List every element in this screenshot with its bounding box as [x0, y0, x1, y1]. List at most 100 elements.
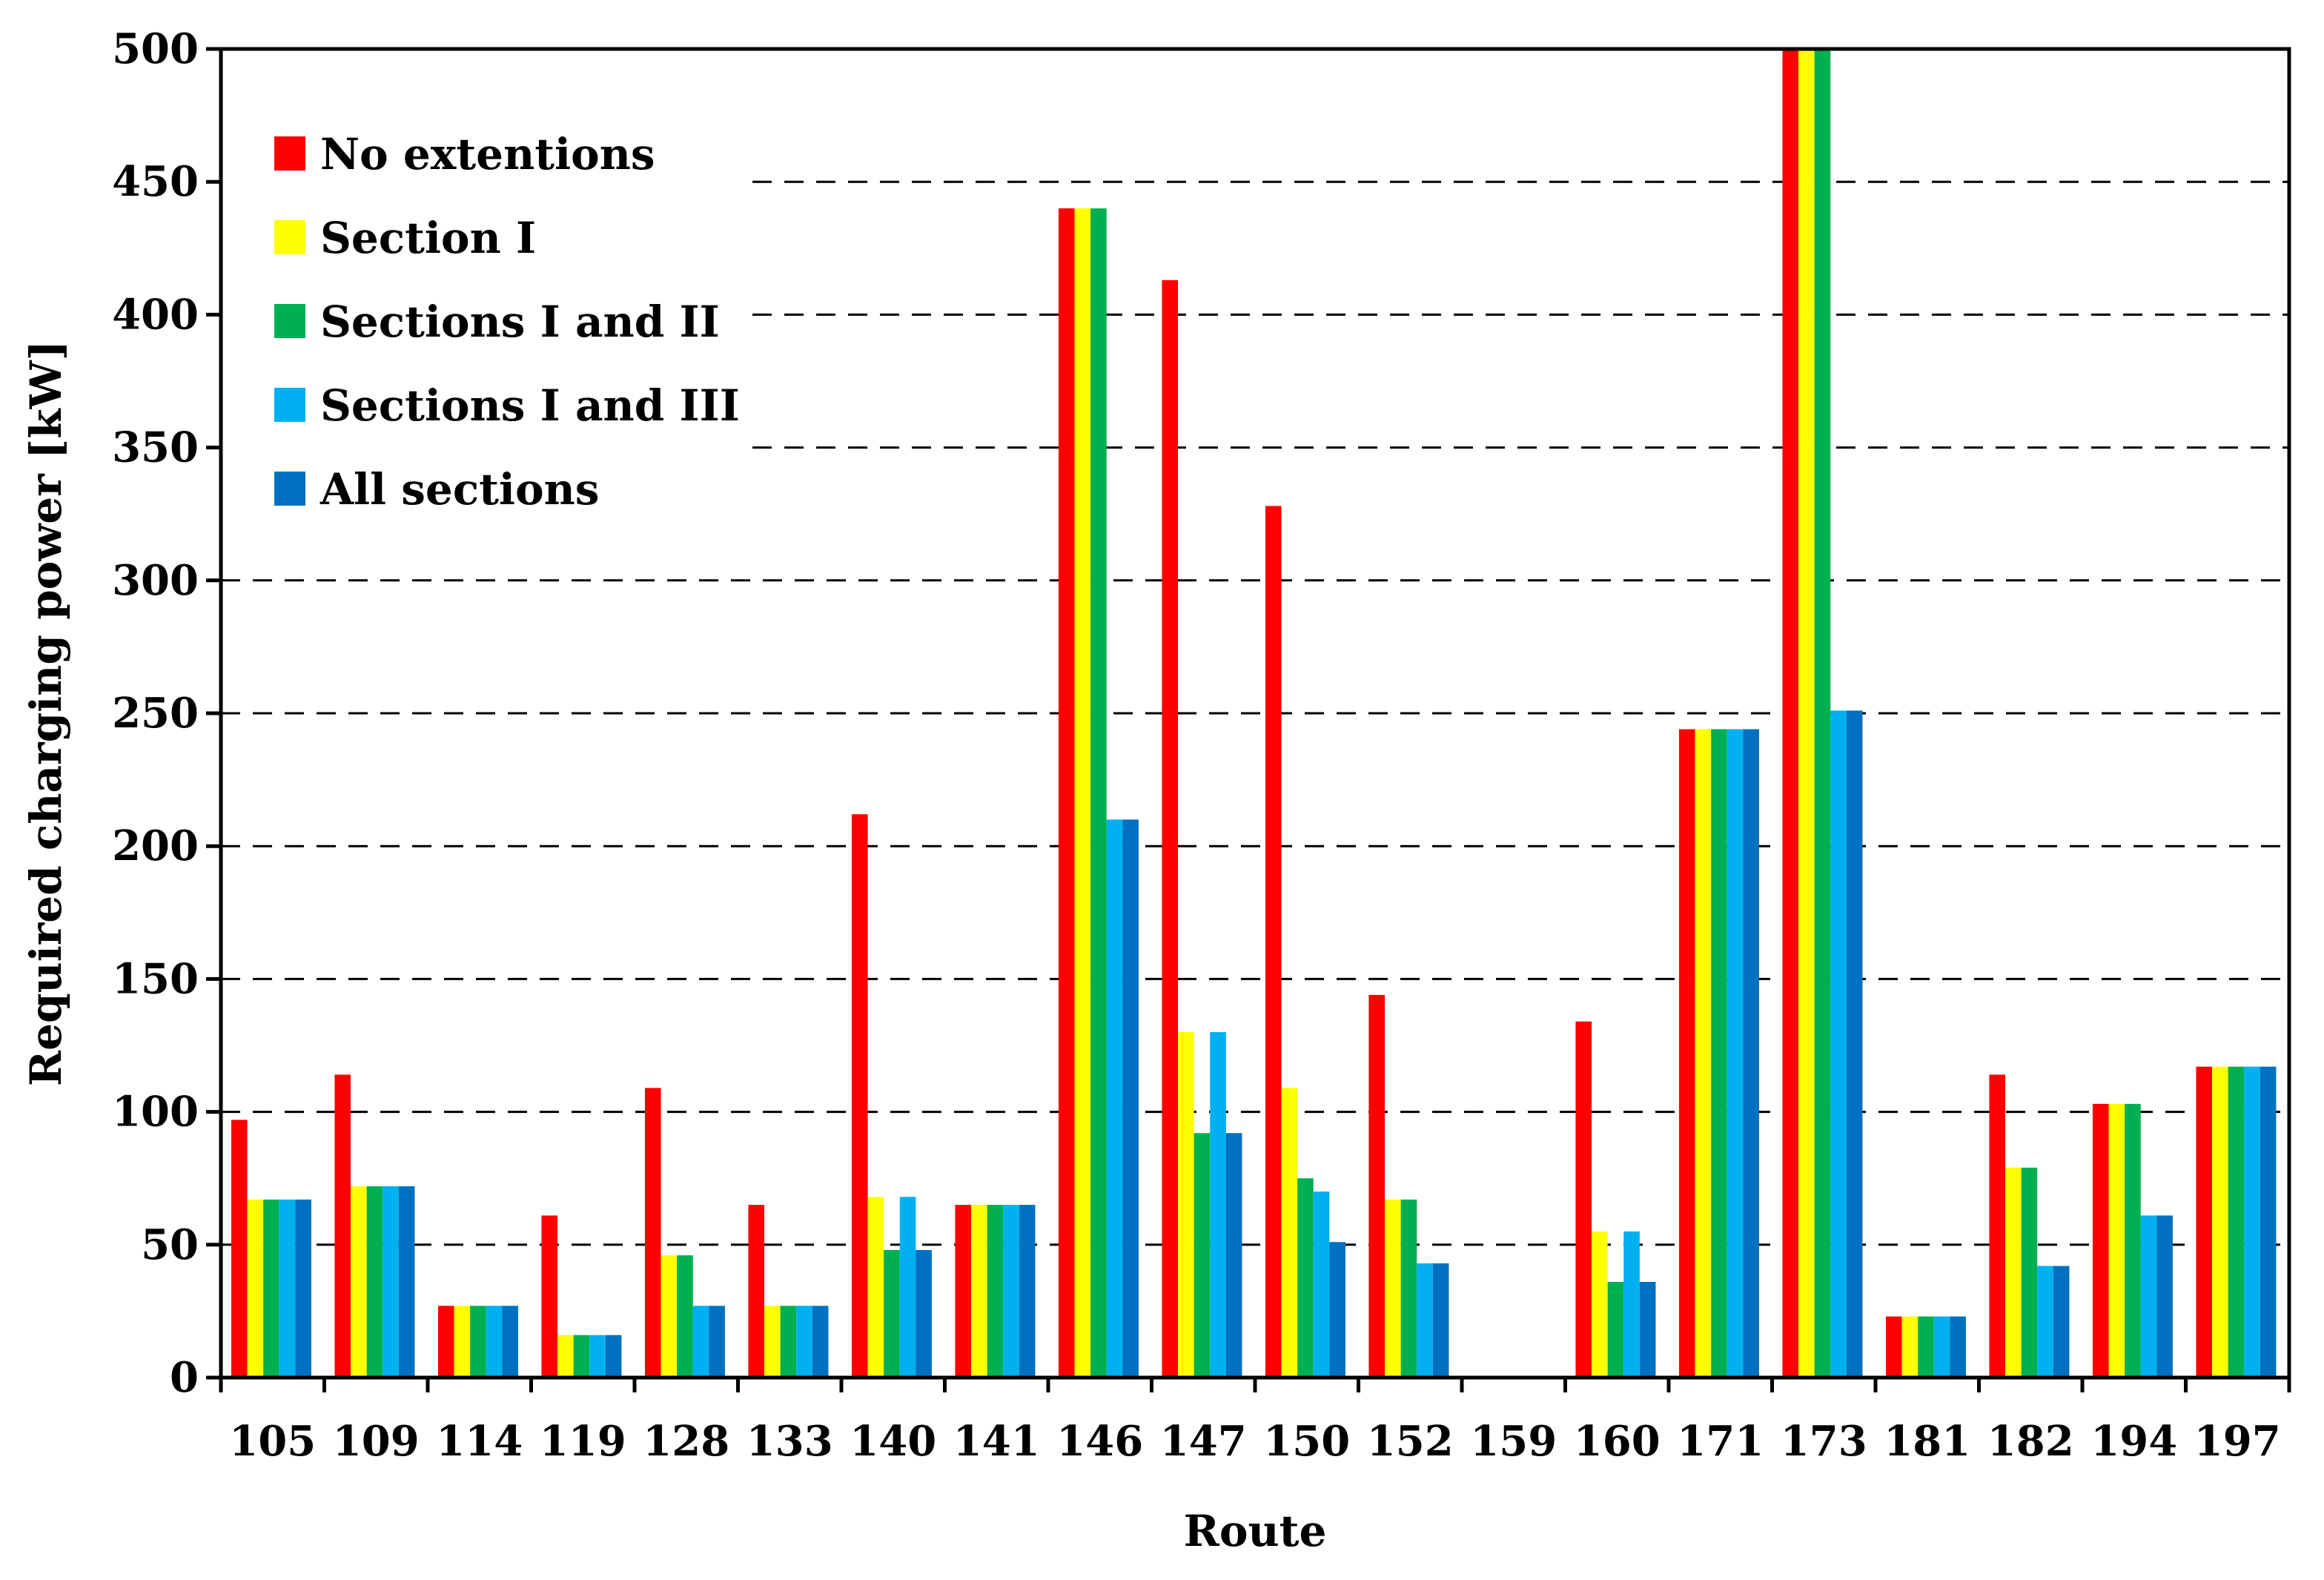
- bar-114-series-2: [454, 1306, 471, 1378]
- bar-140-series-5: [916, 1249, 932, 1378]
- bar-194-series-1: [2092, 1103, 2109, 1378]
- bar-133-series-2: [764, 1306, 781, 1378]
- x-axis-title: Route: [1184, 1506, 1327, 1556]
- bar-152-series-2: [1385, 1199, 1401, 1378]
- bar-147-series-3: [1194, 1133, 1211, 1378]
- bar-160-series-3: [1607, 1281, 1624, 1378]
- bar-150-series-1: [1265, 506, 1282, 1378]
- x-tick-label-140: 140: [850, 1417, 936, 1466]
- x-tick-label-152: 152: [1367, 1417, 1454, 1466]
- bar-146-series-1: [1058, 208, 1075, 1378]
- bar-140-series-3: [884, 1249, 900, 1378]
- x-tick-label-197: 197: [2194, 1417, 2281, 1466]
- bar-197-series-1: [2196, 1066, 2213, 1378]
- bar-114-series-4: [486, 1306, 503, 1378]
- bar-152-series-3: [1400, 1199, 1417, 1378]
- bar-182-series-4: [2037, 1266, 2053, 1378]
- bar-194-series-5: [2156, 1215, 2173, 1378]
- bar-114-series-5: [502, 1306, 518, 1378]
- legend: No extentions Section I Sections I and II S…: [274, 129, 740, 515]
- x-tick-label-160: 160: [1574, 1417, 1661, 1466]
- bar-173-series-3: [1814, 49, 1831, 1378]
- bar-173-series-2: [1798, 49, 1815, 1378]
- bar-140-series-1: [851, 814, 868, 1378]
- bar-119-series-4: [589, 1335, 606, 1378]
- bar-194-series-3: [2125, 1103, 2141, 1378]
- bar-147-series-1: [1162, 280, 1179, 1378]
- bar-128-series-5: [709, 1306, 725, 1378]
- legend-label-5: All sections: [320, 464, 599, 515]
- bar-128-series-3: [677, 1255, 693, 1378]
- bar-182-series-1: [1989, 1074, 2006, 1378]
- bar-141-series-3: [987, 1205, 1004, 1378]
- bar-160-series-1: [1575, 1021, 1592, 1378]
- bar-171-series-3: [1711, 729, 1727, 1378]
- bar-105-series-5: [295, 1199, 311, 1378]
- bar-152-series-5: [1432, 1263, 1449, 1378]
- bar-171-series-2: [1695, 729, 1712, 1378]
- legend-swatch-2: [274, 220, 305, 254]
- x-tick-label-182: 182: [1987, 1417, 2074, 1466]
- bar-128-series-2: [661, 1255, 678, 1378]
- x-tick-label-147: 147: [1160, 1417, 1247, 1466]
- bar-141-series-5: [1019, 1205, 1036, 1378]
- bar-146-series-2: [1074, 208, 1091, 1378]
- y-axis-title: Required charging power [kW]: [21, 340, 71, 1086]
- bar-173-series-4: [1830, 710, 1847, 1378]
- legend-swatch-5: [274, 472, 305, 506]
- x-axis: 105 109 114 119 128 133 140 141 146 147 150 152 159 1…: [219, 1378, 2291, 1466]
- bar-119-series-2: [557, 1335, 574, 1378]
- bar-171-series-5: [1743, 729, 1759, 1378]
- y-tick-label-400: 400: [112, 290, 199, 339]
- y-tick-label-150: 150: [112, 954, 199, 1003]
- x-tick-label-105: 105: [229, 1417, 316, 1466]
- bar-119-series-3: [573, 1335, 590, 1378]
- bar-173-series-1: [1782, 49, 1799, 1378]
- bar-146-series-4: [1106, 819, 1123, 1378]
- bar-141-series-1: [955, 1205, 972, 1378]
- bar-181-series-1: [1885, 1316, 1902, 1378]
- y-tick-label-300: 300: [112, 556, 199, 605]
- bar-160-series-4: [1623, 1231, 1640, 1378]
- x-tick-label-141: 141: [953, 1417, 1040, 1466]
- x-tick-label-181: 181: [1884, 1417, 1970, 1466]
- y-tick-label-0: 0: [170, 1353, 199, 1402]
- bar-133-series-1: [748, 1205, 765, 1378]
- bar-147-series-5: [1225, 1133, 1242, 1378]
- x-tick-label-133: 133: [746, 1417, 833, 1466]
- bar-160-series-2: [1592, 1231, 1608, 1378]
- x-tick-label-109: 109: [333, 1417, 420, 1466]
- bar-150-series-3: [1297, 1178, 1314, 1378]
- bar-181-series-3: [1918, 1316, 1934, 1378]
- bar-150-series-5: [1329, 1242, 1345, 1378]
- legend-swatch-3: [274, 304, 305, 338]
- y-tick-label-50: 50: [141, 1220, 199, 1269]
- bar-109-series-3: [366, 1186, 383, 1378]
- bar-197-series-5: [2260, 1066, 2277, 1378]
- x-tick-label-159: 159: [1470, 1417, 1557, 1466]
- bar-109-series-2: [351, 1186, 367, 1378]
- y-tick-label-250: 250: [112, 689, 199, 738]
- bar-150-series-4: [1313, 1191, 1330, 1378]
- y-tick-label-100: 100: [112, 1088, 199, 1137]
- bar-133-series-3: [780, 1306, 797, 1378]
- bar-150-series-2: [1281, 1088, 1298, 1378]
- legend-label-3: Sections I and II: [320, 297, 720, 347]
- bar-128-series-4: [692, 1306, 709, 1378]
- bar-197-series-4: [2244, 1066, 2260, 1378]
- legend-label-4: Sections I and III: [320, 380, 740, 431]
- legend-label-1: No extentions: [320, 129, 655, 179]
- bar-147-series-2: [1178, 1032, 1194, 1378]
- bar-133-series-4: [796, 1306, 812, 1378]
- bar-128-series-1: [644, 1088, 661, 1378]
- legend-swatch-1: [274, 136, 305, 171]
- y-tick-label-450: 450: [112, 157, 199, 206]
- bar-147-series-4: [1210, 1032, 1226, 1378]
- bar-109-series-1: [334, 1074, 351, 1378]
- bar-141-series-4: [1003, 1205, 1019, 1378]
- y-axis: 0 50 100 150 200 250 300 350 400 450 500: [112, 24, 221, 1402]
- bar-114-series-1: [437, 1306, 454, 1378]
- bar-160-series-5: [1639, 1281, 1656, 1378]
- legend-label-2: Section I: [320, 213, 536, 263]
- bar-152-series-4: [1417, 1263, 1433, 1378]
